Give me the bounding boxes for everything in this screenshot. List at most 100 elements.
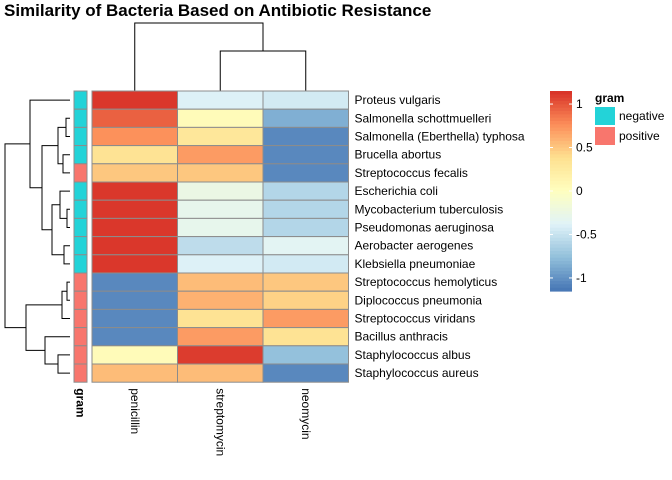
color-scale-swatch [550,107,572,112]
heatmap-cell [177,199,264,219]
color-scale-swatch [550,267,572,272]
heatmap-cell [91,308,178,329]
color-scale-swatch [550,224,572,229]
row-label: Salmonella (Eberthella) typhosa [355,130,525,144]
heatmap-cell [91,290,178,310]
annotation-label: gram [74,388,88,417]
heatmap-cell [177,236,264,256]
heatmap-cell [91,126,178,147]
color-scale-swatch [550,91,572,95]
heatmap-cell [91,163,178,183]
color-scale-swatch [550,244,572,249]
heatmap-cell [262,108,349,128]
color-scale-swatch [550,94,572,99]
gram-annotation-cell [73,217,88,238]
color-scale-swatch [550,227,572,232]
color-scale-swatch [550,221,572,225]
color-scale-swatch [550,251,572,255]
color-scale-swatch [550,254,572,259]
row-label: Diplococcus pneumonia [355,293,483,307]
row-label: Pseudomonas aeruginosa [355,221,495,235]
dendrogram-branch [25,304,62,351]
row-label: Aerobacter aerogenes [355,239,474,253]
color-scale-swatch [550,197,572,202]
color-scale-swatch [550,124,572,129]
heatmap-cell [177,108,264,128]
color-scale-swatch [550,101,572,105]
color-scale-swatch [550,181,572,185]
heatmap-cell [262,126,349,147]
gram-legend-swatch [595,127,615,145]
row-label: Proteus vulgaris [355,93,441,107]
gram-annotation-cell [73,345,88,365]
color-scale-swatch [550,201,572,205]
row-label: Streptococcus viridans [355,312,476,326]
color-scale-tick-label: 0.5 [576,141,593,155]
gram-legend-label: positive [619,129,660,143]
color-scale-swatch [550,264,572,269]
row-label: Bacillus anthracis [355,330,448,344]
gram-legend-title: gram [595,91,624,105]
color-scale-swatch [550,194,572,199]
gram-legend-swatch [595,107,615,125]
color-scale-swatch [550,281,572,285]
dendrogram-branch [29,99,70,189]
dendrogram-branch [59,190,70,219]
color-scale-tick-label: -0.5 [576,227,597,241]
color-scale-swatch [550,261,572,265]
color-scale-swatch [550,237,572,242]
row-label: Mycobacterium tuberculosis [355,202,504,216]
dendrogram-branch [4,143,30,329]
heatmap-cell [177,126,264,147]
gram-annotation-cell [73,290,88,310]
color-scale-swatch [550,241,572,245]
color-scale-swatch [550,131,572,135]
row-label: Staphylococcus aureus [355,366,479,380]
row-label: Streptococcus fecalis [355,166,468,180]
heatmap-cell [91,217,178,238]
color-scale-swatch [550,271,572,275]
heatmap-cell [177,254,264,274]
heatmap-cell [262,236,349,256]
color-scale-swatch [550,247,572,252]
gram-annotation-cell [73,327,88,347]
gram-annotation-cell [73,145,88,165]
dendrogram-branch [65,117,70,137]
heatmap-cell [91,145,178,165]
gram-annotation-cell [73,108,88,128]
color-scale-swatch [550,127,572,132]
gram-legend: gram negative positive [595,91,665,145]
row-label: Salmonella schottmuelleri [355,111,492,125]
heatmap-cell [177,345,264,365]
color-scale-swatch [550,111,572,115]
heatmap-cell [91,272,178,292]
gram-annotation-cell [73,199,88,219]
color-scale-swatch [550,104,572,109]
row-label: Brucella abortus [355,148,442,162]
dendrogram-branch [66,281,70,301]
heatmap-cell [262,181,349,201]
heatmap-cell [91,236,178,256]
gram-legend-label: negative [619,109,665,123]
column-label: neomycin [299,388,313,439]
heatmap-cell [91,90,178,110]
row-label: Staphylococcus albus [355,348,471,362]
heatmap-cell [262,254,349,274]
color-scale-swatch [550,141,572,145]
dendrogram-branch [41,145,58,231]
color-scale-swatch [550,97,572,102]
heatmap-cell [177,327,264,347]
heatmap-cell [262,308,349,329]
color-scale-tick-label: -1 [576,271,587,285]
heatmap-cell [177,217,264,238]
color-scale-legend: 1 0.5 0 -0.5 -1 [550,91,597,292]
heatmap-cell [262,145,349,165]
heatmap-cell [262,272,349,292]
chart-title: Similarity of Bacteria Based on Antibiot… [4,1,431,20]
heatmap-cell [91,108,178,128]
color-scale-swatch [550,137,572,142]
color-scale-swatch [550,217,572,222]
heatmap-cell [177,181,264,201]
heatmap-cell [177,308,264,329]
color-scale-swatch [550,207,572,212]
